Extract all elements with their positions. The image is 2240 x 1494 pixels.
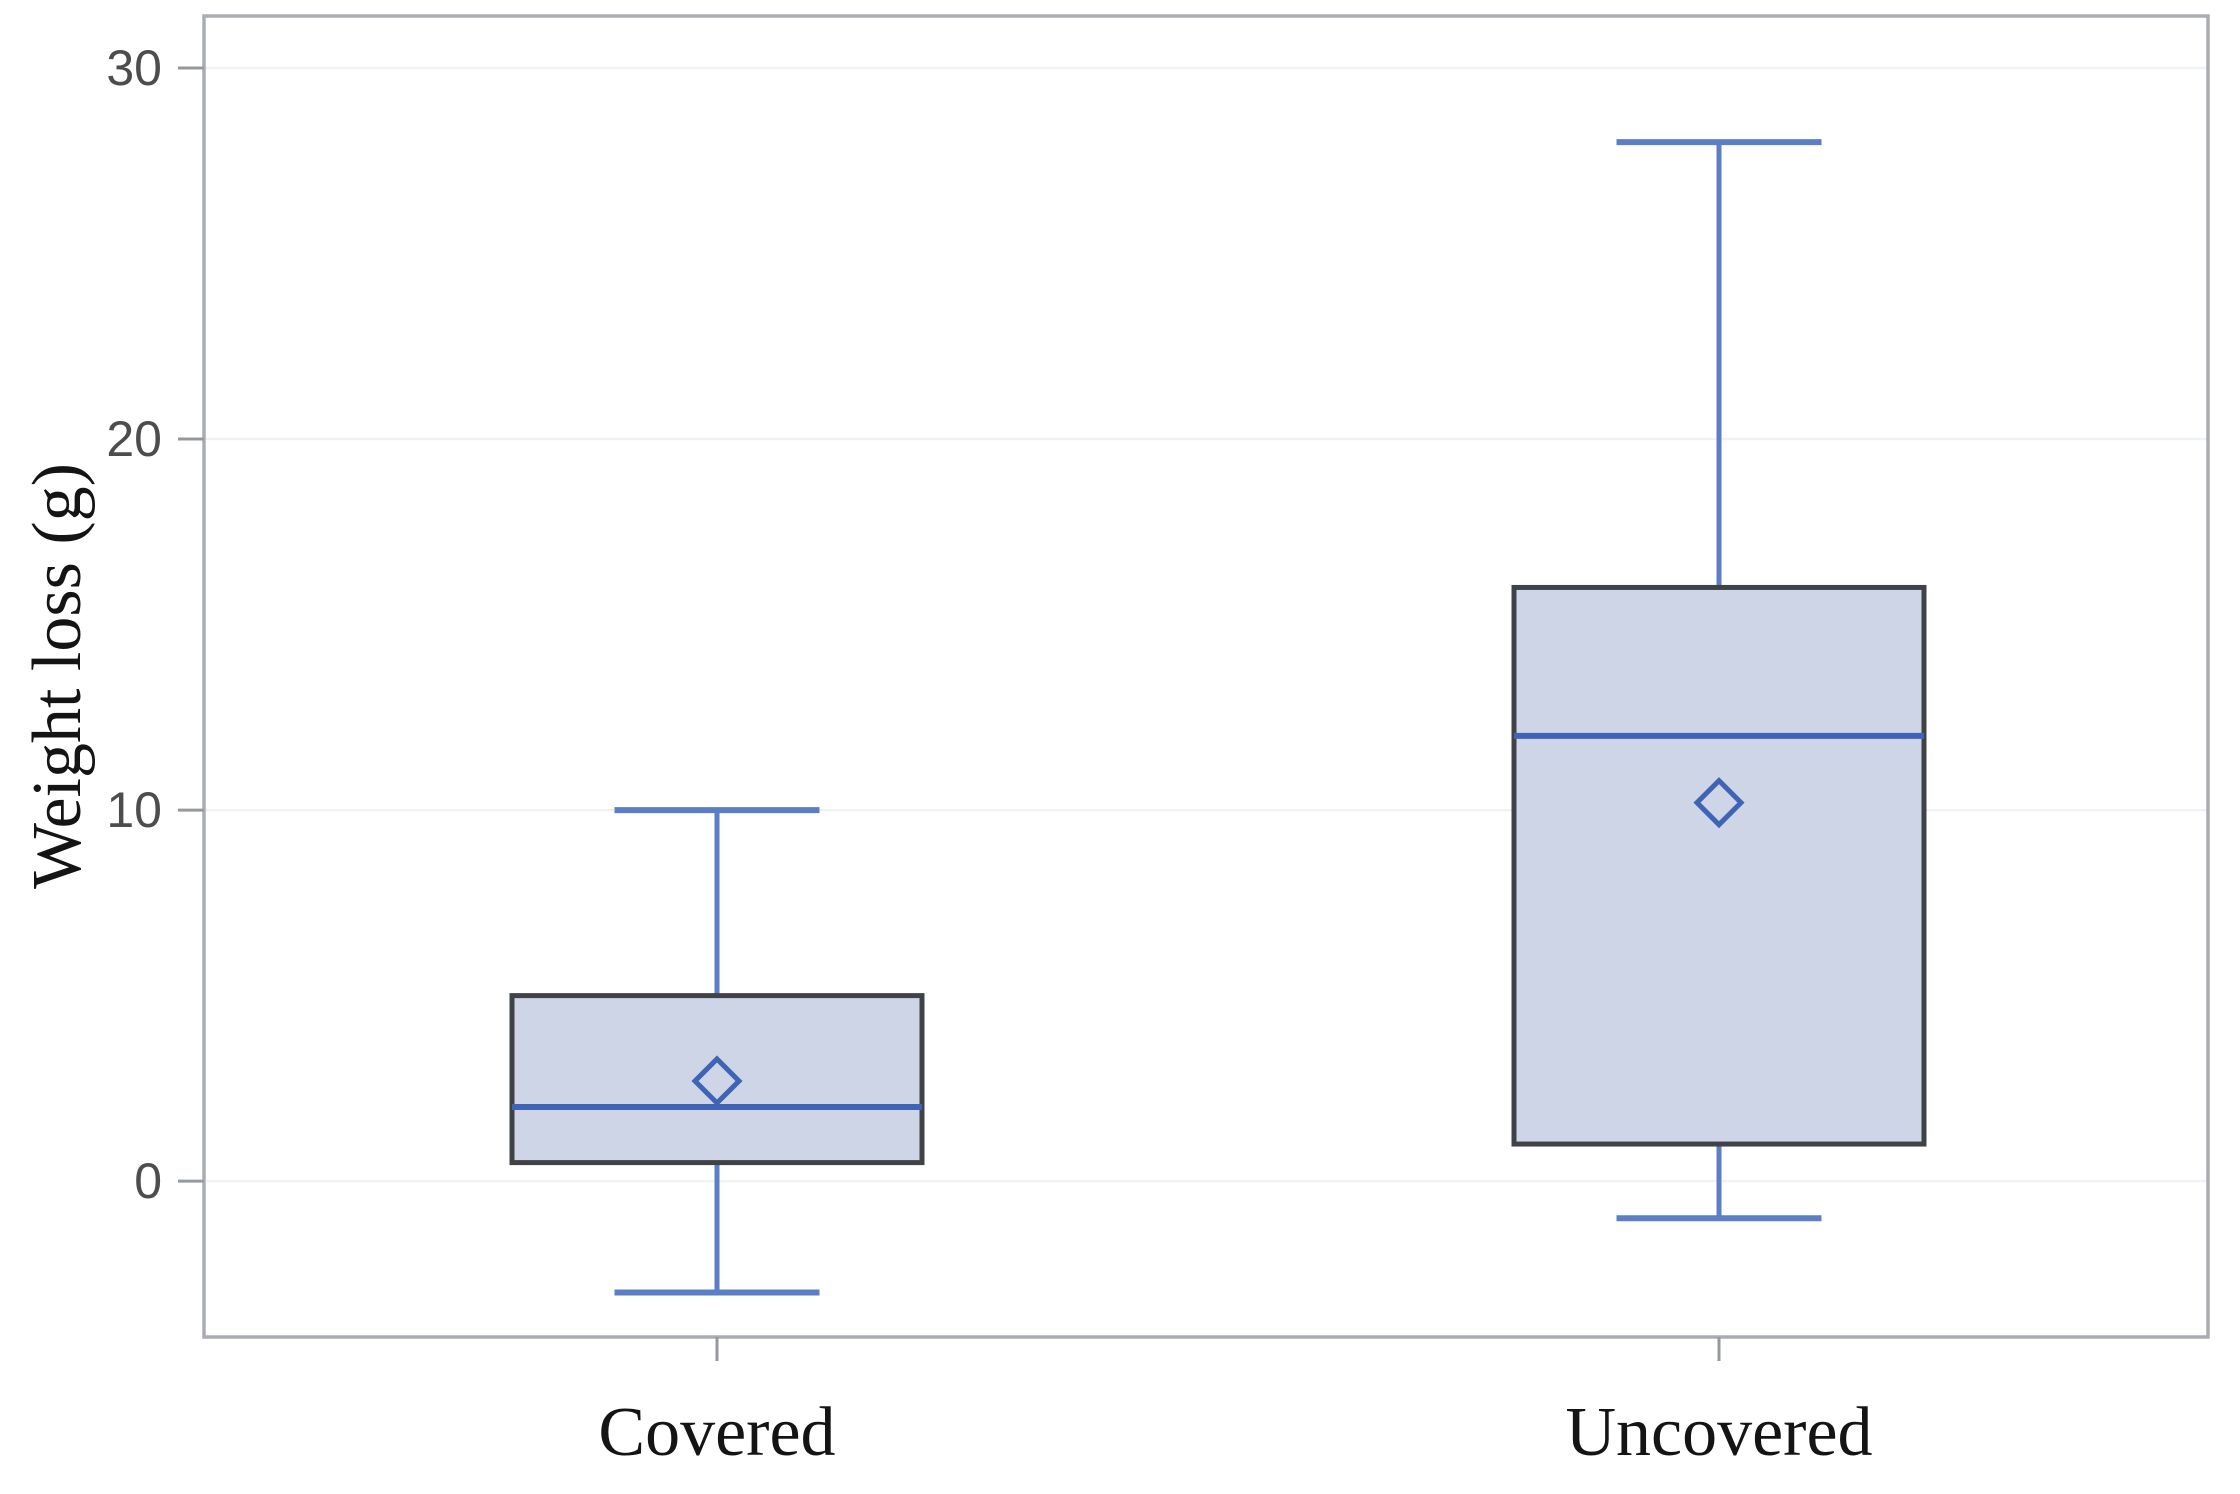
y-tick-label-20: 20 bbox=[106, 411, 162, 467]
plot-frame bbox=[202, 14, 2210, 1339]
y-tick-label-30: 30 bbox=[106, 40, 162, 96]
mean-marker-covered bbox=[691, 1055, 743, 1107]
x-category-label-covered: Covered bbox=[598, 1394, 835, 1471]
y-axis-title: Weight loss (g) bbox=[19, 463, 96, 889]
x-category-label-uncovered: Uncovered bbox=[1565, 1394, 1872, 1471]
iqr-box-covered bbox=[509, 993, 925, 1166]
mean-marker-uncovered bbox=[1693, 777, 1745, 829]
y-tick-label-10: 10 bbox=[106, 782, 162, 838]
iqr-box-uncovered bbox=[1511, 584, 1927, 1147]
y-tick-label-0: 0 bbox=[134, 1153, 162, 1209]
